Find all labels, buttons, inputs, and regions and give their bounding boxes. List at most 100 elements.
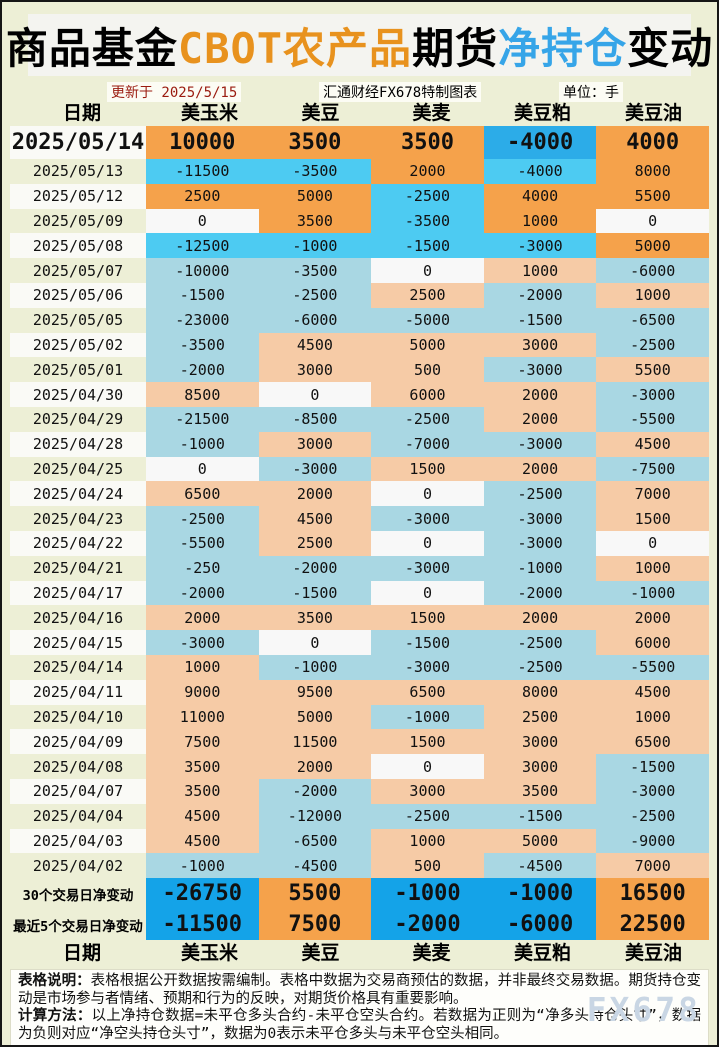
table-row: 2025/04/07 3500 -2000 3000 3500 -3000	[10, 778, 709, 804]
value-cell: -7500	[596, 456, 709, 482]
table-row: 2025/04/22 -5500 2500 0 -3000 0	[10, 530, 709, 556]
summary-value-cell: -6000	[483, 909, 597, 941]
value-cell: -3000	[371, 654, 484, 680]
summary-label: 最近5个交易日净变动	[13, 918, 143, 935]
column-header: 美豆	[301, 942, 340, 965]
value-cell: 3000	[483, 729, 597, 755]
date-cell: 2025/04/04	[32, 807, 124, 826]
value-cell: -1000	[596, 580, 709, 606]
date-cell: 2025/05/02	[10, 332, 146, 358]
title-segment: 变动	[627, 23, 714, 73]
table-row: 2025/04/30 8500 0 6000 2000 -3000	[10, 382, 709, 407]
value-cell: 0	[146, 456, 259, 482]
value-cell: -2000	[483, 580, 597, 606]
date-cell: 2025/05/01	[32, 360, 124, 379]
value-cell: -12500	[146, 233, 259, 259]
value-cell: -3000	[483, 530, 597, 556]
value-cell: -4000	[483, 159, 597, 184]
value-cell: 4500	[596, 431, 709, 457]
value-cell: -4500	[483, 853, 597, 879]
value-cell: 2500	[371, 282, 484, 308]
value-cell: -3500	[258, 258, 372, 283]
table-row: 2025/04/02 -1000 -4500 500 -4500 7000	[10, 853, 709, 879]
value-cell: -1500	[483, 307, 597, 333]
value-cell: -4000	[483, 126, 597, 159]
value-cell: 4000	[483, 183, 597, 209]
table-row: 2025/04/14 1000 -1000 -3000 -2500 -5500	[10, 654, 709, 680]
date-cell: 2025/04/22	[10, 530, 146, 556]
title-segment: CBOT农产品	[177, 23, 413, 73]
value-cell: -1500	[483, 803, 597, 829]
value-cell: 4500	[258, 332, 372, 358]
value-cell: -2500	[596, 803, 709, 829]
value-cell: 2000	[483, 605, 597, 631]
value-cell: 0	[146, 208, 259, 234]
date-cell: 2025/04/11	[10, 679, 146, 705]
date-cell: 2025/05/14	[10, 126, 146, 159]
value-cell: 6000	[371, 382, 484, 407]
value-cell: 3000	[483, 332, 597, 358]
value-cell: -1000	[258, 233, 372, 259]
value-cell: -5000	[371, 307, 484, 333]
table-row: 2025/04/17 -2000 -1500 0 -2000 -1000	[10, 580, 709, 606]
date-cell: 2025/04/17	[10, 580, 146, 606]
value-cell: 3000	[258, 431, 372, 457]
table-row: 2025/05/09 0 3500 -3500 1000 0	[10, 208, 709, 234]
date-cell: 2025/05/09	[32, 211, 124, 230]
table-row: 2025/05/13 -11500 -3500 2000 -4000 8000	[10, 159, 709, 184]
value-cell: -2500	[596, 332, 709, 358]
title-segment: 净持仓	[498, 23, 628, 73]
value-cell: 1500	[371, 456, 484, 482]
value-cell: -2500	[258, 282, 372, 308]
value-cell: 6000	[596, 630, 709, 655]
value-cell: 2000	[371, 159, 484, 184]
value-cell: -4500	[258, 853, 372, 879]
table-row: 2025/04/16 2000 3500 1500 2000 2000	[10, 605, 709, 631]
header-row: 日期 美玉米 美豆 美麦 美豆粕 美豆油	[10, 101, 709, 126]
table-row: 2025/05/07 -10000 -3500 0 1000 -6000	[10, 258, 709, 283]
value-cell: -2500	[483, 654, 597, 680]
value-cell: 0	[371, 258, 484, 283]
value-cell: 1500	[371, 605, 484, 631]
value-cell: -2500	[371, 183, 484, 209]
value-cell: 4500	[596, 679, 709, 705]
date-cell: 2025/04/25	[32, 459, 124, 478]
value-cell: -11500	[146, 159, 259, 184]
value-cell: -1000	[258, 654, 372, 680]
table-row: 2025/05/08 -12500 -1000 -1500 -3000 5000	[10, 233, 709, 259]
value-cell: 2000	[483, 456, 597, 482]
table-row: 2025/04/24 6500 2000 0 -2500 7000	[10, 481, 709, 507]
date-cell: 2025/04/16	[32, 608, 124, 627]
value-cell: -2000	[146, 580, 259, 606]
value-cell: -3500	[371, 208, 484, 234]
value-cell: 3000	[258, 357, 372, 383]
summary-row: 30个交易日净变动 -26750 5500 -1000 -1000 16500	[10, 878, 709, 910]
value-cell: -3500	[146, 332, 259, 358]
table-row: 2025/04/09 7500 11500 1500 3000 6500	[10, 729, 709, 755]
value-cell: 5000	[596, 233, 709, 259]
value-cell: 2000	[483, 382, 597, 407]
value-cell: -5500	[596, 406, 709, 432]
value-cell: 3500	[258, 605, 372, 631]
value-cell: 4500	[146, 803, 259, 829]
column-header: 日期	[62, 942, 101, 965]
date-cell: 2025/04/09	[10, 729, 146, 755]
date-cell: 2025/04/29	[32, 410, 124, 429]
value-cell: 2000	[258, 481, 372, 507]
value-cell: 0	[258, 630, 372, 655]
value-cell: 9000	[146, 679, 259, 705]
value-cell: 1000	[483, 208, 597, 234]
column-header: 美玉米	[180, 942, 238, 965]
value-cell: -3000	[483, 357, 597, 383]
value-cell: 1500	[596, 506, 709, 531]
unit-label: 单位：手	[558, 82, 623, 102]
date-cell: 2025/05/13	[32, 162, 124, 181]
column-header: 美豆油	[624, 102, 682, 124]
column-header: 美麦	[412, 942, 451, 965]
value-cell: -1000	[371, 704, 484, 730]
value-cell: 5000	[258, 183, 372, 209]
value-cell: 2000	[258, 754, 372, 779]
value-cell: 3500	[483, 778, 597, 804]
value-cell: 9500	[258, 679, 372, 705]
value-cell: 2500	[146, 183, 259, 209]
